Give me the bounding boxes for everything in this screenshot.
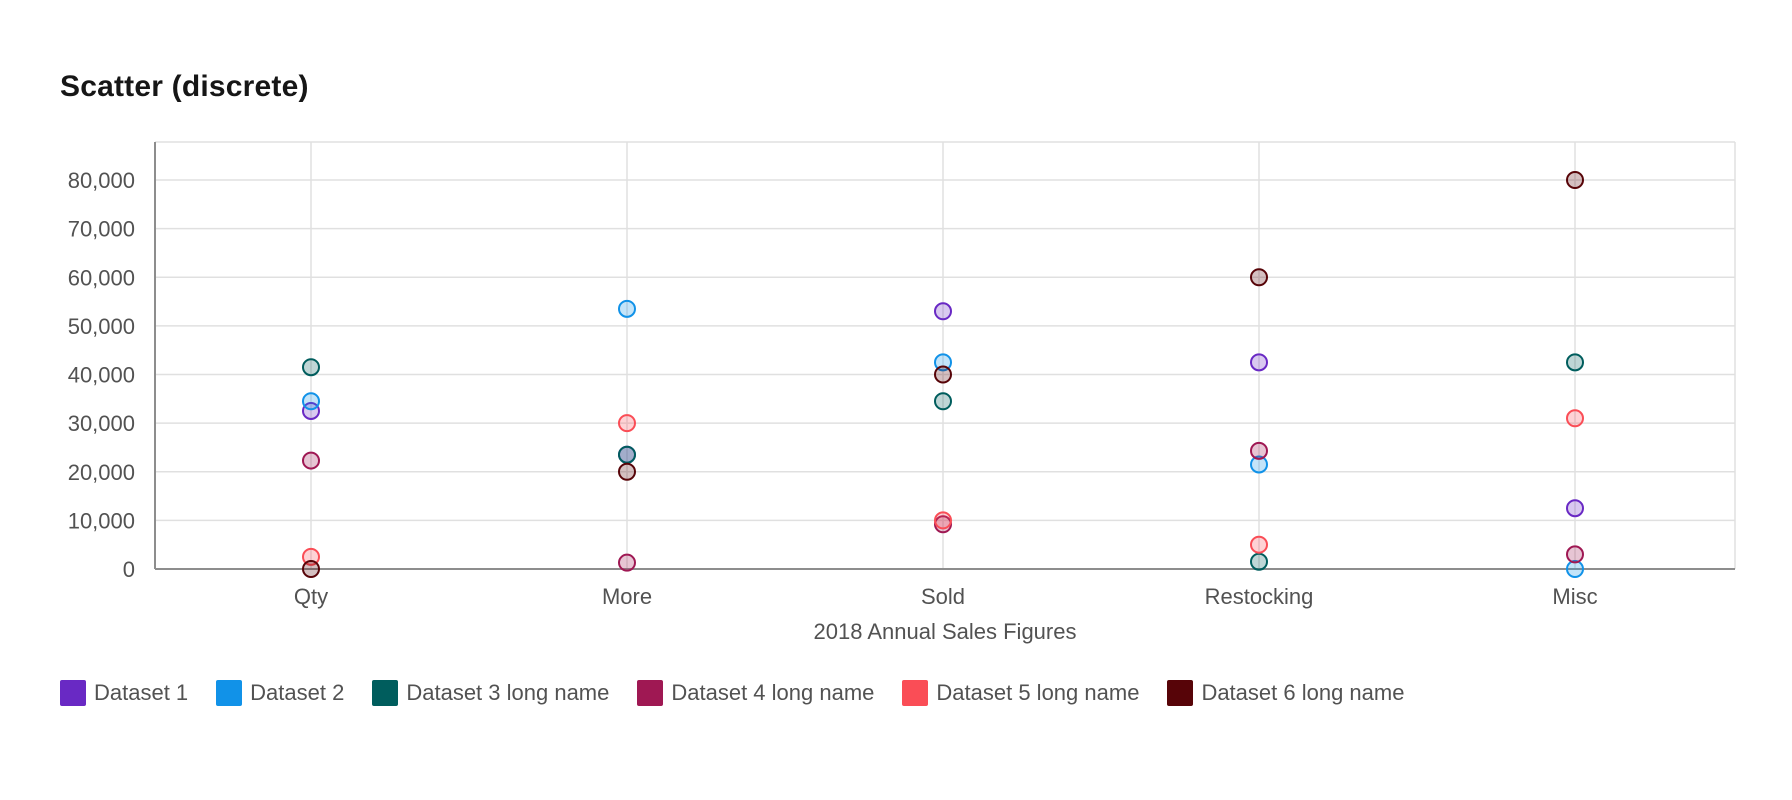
- data-point[interactable]: [1566, 171, 1584, 189]
- data-point[interactable]: [1250, 535, 1268, 554]
- y-tick-label: 60,000: [68, 265, 135, 290]
- legend: Dataset 1 Dataset 2 Dataset 3 long name Dat…: [60, 680, 1404, 706]
- legend-swatch: [902, 680, 929, 706]
- data-point[interactable]: [1250, 552, 1268, 571]
- data-point[interactable]: [1250, 455, 1268, 474]
- data-point[interactable]: [1250, 441, 1268, 460]
- data-point[interactable]: [934, 511, 952, 530]
- y-tick-label: 70,000: [68, 217, 135, 242]
- legend-label: Dataset 2: [250, 680, 345, 705]
- grid-layer: [155, 141, 1736, 569]
- data-point[interactable]: [1566, 545, 1584, 564]
- legend-item[interactable]: Dataset 6 long name: [1167, 680, 1404, 706]
- legend-item[interactable]: Dataset 5 long name: [902, 680, 1139, 706]
- chart-plot: 0 10,000 20,000 30,000 40,000 50,000 60,000 70,…: [68, 141, 1736, 644]
- data-point[interactable]: [302, 560, 320, 578]
- legend-swatch: [637, 680, 664, 706]
- data-point[interactable]: [1566, 353, 1584, 372]
- y-tick-label: 0: [123, 557, 135, 582]
- x-tick-label: Qty: [294, 584, 328, 609]
- data-point[interactable]: [302, 547, 320, 566]
- data-point[interactable]: [618, 445, 636, 464]
- legend-label: Dataset 4 long name: [671, 680, 875, 705]
- legend-label: Dataset 1: [94, 680, 189, 705]
- series-group: [302, 409, 1584, 566]
- data-point[interactable]: [302, 401, 320, 420]
- y-tick-label: 20,000: [68, 460, 135, 485]
- legend-item[interactable]: Dataset 4 long name: [637, 680, 874, 706]
- data-point[interactable]: [618, 462, 636, 481]
- x-tick-label: Restocking: [1205, 584, 1314, 609]
- data-point[interactable]: [1566, 409, 1584, 428]
- data-point[interactable]: [1250, 268, 1268, 287]
- series-group: [302, 353, 1584, 571]
- axis-layer: 0 10,000 20,000 30,000 40,000 50,000 60,000 70,…: [68, 142, 1735, 609]
- x-tick-label: Misc: [1552, 584, 1597, 609]
- data-point[interactable]: [302, 451, 320, 470]
- legend-label: Dataset 5 long name: [936, 680, 1140, 705]
- legend-item[interactable]: Dataset 1: [60, 680, 188, 706]
- x-tick-label: More: [602, 584, 652, 609]
- points-layer: [302, 171, 1584, 578]
- legend-label: Dataset 3 long name: [406, 680, 610, 705]
- series-group: [302, 302, 1584, 518]
- data-point[interactable]: [618, 299, 636, 318]
- legend-swatch: [60, 680, 86, 706]
- x-tick-label: Sold: [921, 584, 965, 609]
- data-point[interactable]: [1250, 353, 1268, 372]
- legend-item[interactable]: Dataset 3 long name: [372, 680, 609, 706]
- y-tick-label: 40,000: [68, 363, 135, 388]
- series-group: [302, 171, 1584, 578]
- data-point[interactable]: [934, 302, 952, 321]
- chart-title: Scatter (discrete): [60, 70, 309, 103]
- data-point[interactable]: [934, 353, 952, 372]
- data-point[interactable]: [302, 392, 320, 411]
- y-tick-label: 50,000: [68, 314, 135, 339]
- series-group: [302, 299, 1584, 578]
- y-tick-label: 80,000: [68, 168, 135, 193]
- legend-label: Dataset 6 long name: [1201, 680, 1405, 705]
- y-tick-label: 10,000: [68, 508, 135, 533]
- legend-swatch: [372, 680, 399, 706]
- data-point[interactable]: [618, 414, 636, 433]
- legend-swatch: [216, 680, 243, 706]
- legend-swatch: [1167, 680, 1194, 706]
- data-point[interactable]: [934, 365, 952, 384]
- data-point[interactable]: [618, 553, 636, 572]
- data-point[interactable]: [302, 358, 320, 377]
- x-axis-title: 2018 Annual Sales Figures: [814, 619, 1077, 644]
- data-point[interactable]: [1566, 560, 1584, 578]
- y-tick-label: 30,000: [68, 411, 135, 436]
- data-point[interactable]: [1566, 499, 1584, 518]
- data-point[interactable]: [934, 392, 952, 411]
- legend-item[interactable]: Dataset 2: [216, 680, 344, 706]
